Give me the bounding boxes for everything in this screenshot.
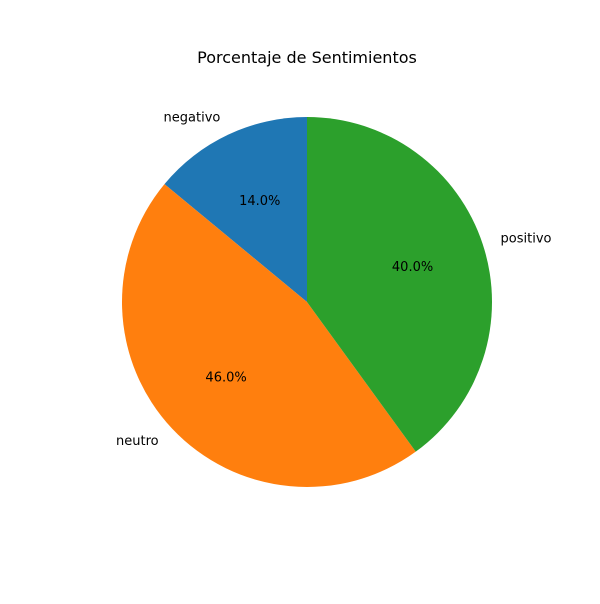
slice-percent-neutro: 46.0% [205, 370, 246, 385]
slice-label-negativo: negativo [164, 110, 221, 125]
slices-layer [121, 117, 493, 488]
slice-percent-positivo: 40.0% [392, 260, 433, 275]
chart-title: Porcentaje de Sentimientos [197, 48, 417, 67]
labels-layer: negativo 14.0% neutro 46.0% positivo 40.0% [116, 110, 551, 448]
pie-slice-positivo [307, 117, 493, 452]
slice-label-neutro: neutro [116, 434, 159, 449]
pie-slice-neutro [121, 184, 416, 488]
pie-slice-negativo [164, 117, 307, 302]
slice-label-positivo: positivo [501, 232, 552, 247]
slice-percent-negativo: 14.0% [239, 194, 280, 209]
